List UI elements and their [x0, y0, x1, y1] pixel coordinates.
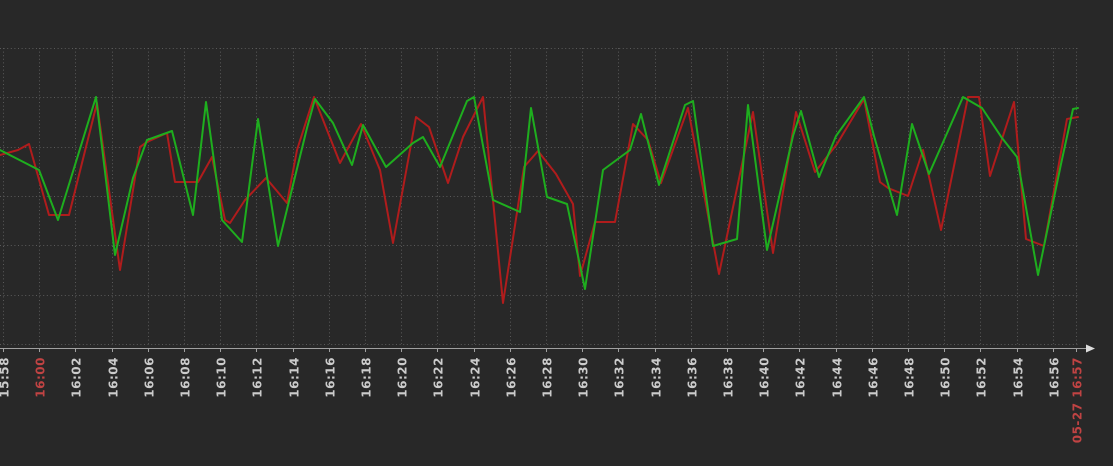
x-tick-label: 16:44: [831, 357, 845, 398]
x-tick-label: 16:42: [794, 357, 808, 398]
red-series-line: [0, 96, 1079, 304]
x-tick-label: 16:16: [324, 357, 338, 398]
x-tick-label: 16:54: [1012, 357, 1026, 398]
x-tick-label: 16:24: [469, 357, 483, 398]
x-axis-arrow: [1086, 344, 1095, 353]
x-tick-label: 16:08: [179, 357, 193, 398]
x-tick-label: 16:14: [288, 357, 302, 398]
x-tick-label: 16:22: [432, 357, 446, 398]
x-tick-label: 16:38: [722, 357, 736, 398]
x-tick-label: 16:52: [975, 357, 989, 398]
x-tick-label: 16:26: [505, 357, 519, 398]
x-tick-label: 16:18: [360, 357, 374, 398]
x-tick-label: 16:02: [70, 357, 84, 398]
x-tick-label: 16:46: [867, 357, 881, 398]
x-tick-label: 16:04: [107, 357, 121, 398]
x-tick-label: 16:36: [686, 357, 700, 398]
x-tick-label: 16:32: [613, 357, 627, 398]
x-tick-label: 16:20: [396, 357, 410, 398]
x-tick-label: 16:40: [758, 357, 772, 398]
x-tick-label: 16:30: [577, 357, 591, 398]
x-tick-label: 16:28: [541, 357, 555, 398]
green-series-line: [0, 96, 1079, 290]
x-tick-label: 16:12: [251, 357, 265, 398]
x-tick-label: 16:56: [1048, 357, 1062, 398]
x-tick-label: 16:34: [650, 357, 664, 398]
x-tick-label: 15:58: [0, 357, 12, 398]
x-tick-label: 16:00: [34, 357, 48, 398]
current-time-label: 05-27 16:57: [1071, 357, 1085, 443]
x-tick-label: 16:48: [903, 357, 917, 398]
x-tick-label: 16:06: [143, 357, 157, 398]
x-tick-label: 16:10: [215, 357, 229, 398]
x-tick-label: 16:50: [939, 357, 953, 398]
